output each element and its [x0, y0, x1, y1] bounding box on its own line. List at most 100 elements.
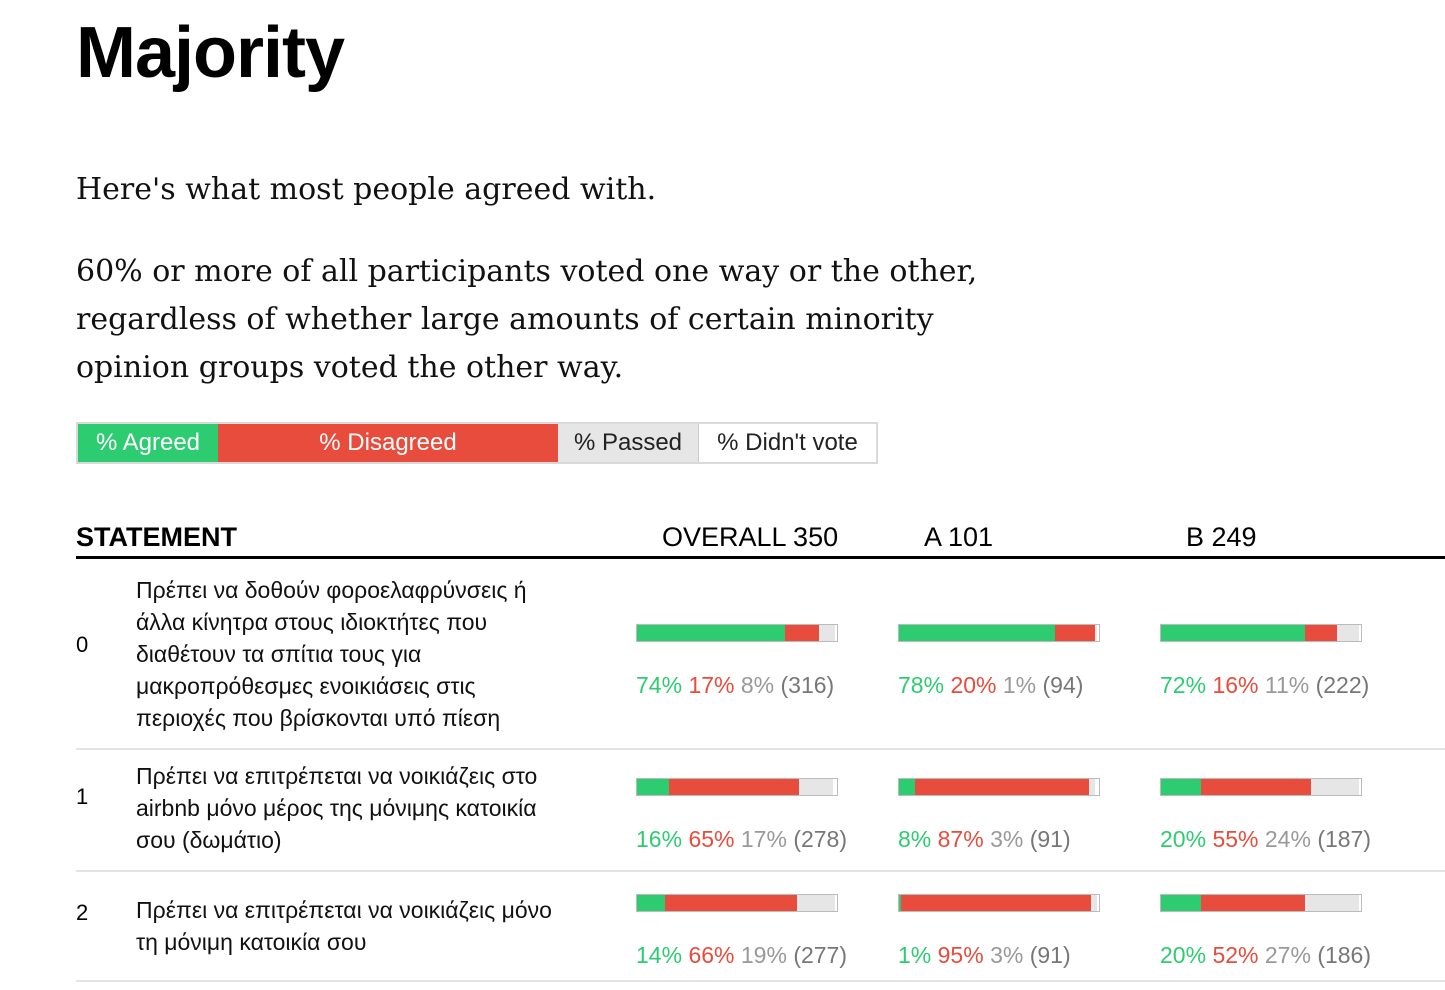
pass-percent: 17%	[740, 826, 787, 852]
pass-percent: 1%	[1002, 672, 1037, 698]
agree-percent: 72%	[1160, 672, 1207, 698]
pass-percent: 19%	[740, 942, 787, 968]
disagree-segment	[1305, 625, 1337, 641]
vote-bar	[636, 624, 838, 642]
vote-percentages: 14% 66% 19% (277)	[636, 942, 847, 969]
vote-bar	[898, 894, 1100, 912]
vote-cell-a: 1% 95% 3% (91)	[898, 894, 1100, 969]
disagree-segment	[915, 779, 1089, 795]
vote-bar	[1160, 778, 1362, 796]
agree-percent: 20%	[1160, 826, 1207, 852]
vote-percentages: 74% 17% 8% (316)	[636, 672, 838, 699]
pass-segment	[819, 625, 835, 641]
vote-count: (187)	[1317, 826, 1372, 852]
statement-index: 2	[76, 900, 89, 925]
vote-count: (278)	[793, 826, 848, 852]
legend-didnt-vote: % Didn't vote	[698, 424, 876, 462]
pass-percent: 8%	[740, 672, 775, 698]
vote-legend: % Agreed % Disagreed % Passed % Didn't v…	[76, 422, 878, 464]
vote-bar	[1160, 894, 1362, 912]
pass-segment	[1089, 779, 1095, 795]
disagree-segment	[665, 895, 797, 911]
legend-disagreed: % Disagreed	[218, 424, 558, 462]
disagree-percent: 17%	[688, 672, 735, 698]
agree-segment	[899, 895, 901, 911]
vote-percentages: 78% 20% 1% (94)	[898, 672, 1100, 699]
disagree-percent: 16%	[1212, 672, 1259, 698]
vote-bar	[898, 778, 1100, 796]
agree-segment	[899, 625, 1055, 641]
agree-percent: 1%	[898, 942, 932, 968]
disagree-percent: 87%	[937, 826, 984, 852]
vote-count: (222)	[1315, 672, 1370, 698]
disagree-segment	[785, 625, 819, 641]
agree-segment	[637, 625, 785, 641]
agree-segment	[1161, 625, 1305, 641]
agree-segment	[637, 779, 669, 795]
disagree-segment	[1201, 779, 1311, 795]
vote-count: (186)	[1317, 942, 1372, 968]
vote-count: (277)	[793, 942, 848, 968]
vote-percentages: 16% 65% 17% (278)	[636, 826, 847, 853]
vote-bar	[636, 894, 838, 912]
table-row: 1 Πρέπει να επιτρέπεται να νοικιάζεις στο…	[76, 750, 1445, 872]
disagree-percent: 65%	[688, 826, 735, 852]
column-header-group-b: B 249	[1186, 522, 1257, 552]
pass-segment	[1337, 625, 1359, 641]
statement-text: Πρέπει να επιτρέπεται να νοικιάζεις μόνο…	[136, 897, 552, 955]
column-header-statement: STATEMENT	[76, 522, 237, 552]
pass-segment	[1095, 625, 1097, 641]
pass-segment	[1091, 895, 1097, 911]
vote-count: (91)	[1029, 942, 1071, 968]
pass-percent: 3%	[990, 942, 1024, 968]
table-row: 0 Πρέπει να δοθούν φοροελαφρύνσεις ή άλλα…	[76, 562, 1445, 750]
header-divider	[76, 556, 1445, 559]
description-text: 60% or more of all participants voted on…	[76, 254, 978, 385]
vote-count: (91)	[1029, 826, 1071, 852]
agree-percent: 74%	[636, 672, 683, 698]
disagree-segment	[1055, 625, 1095, 641]
vote-cell-overall: 16% 65% 17% (278)	[636, 778, 847, 853]
vote-cell-overall: 14% 66% 19% (277)	[636, 894, 847, 969]
vote-cell-a: 8% 87% 3% (91)	[898, 778, 1100, 853]
disagree-percent: 95%	[937, 942, 984, 968]
table-row: 2 Πρέπει να επιτρέπεται να νοικιάζεις μόν…	[76, 872, 1445, 982]
agree-percent: 16%	[636, 826, 683, 852]
vote-cell-b: 20% 52% 27% (186)	[1160, 894, 1371, 969]
vote-percentages: 8% 87% 3% (91)	[898, 826, 1100, 853]
vote-bar	[636, 778, 838, 796]
column-header-overall: OVERALL 350	[662, 522, 839, 552]
agree-percent: 20%	[1160, 942, 1207, 968]
vote-count: (316)	[780, 672, 835, 698]
statement-index: 0	[76, 632, 89, 657]
vote-percentages: 72% 16% 11% (222)	[1160, 672, 1369, 699]
pass-percent: 3%	[990, 826, 1024, 852]
column-header-group-a: A 101	[924, 522, 994, 552]
page-title: Majority	[76, 13, 345, 93]
agree-percent: 14%	[636, 942, 683, 968]
disagree-segment	[1201, 895, 1305, 911]
pass-percent: 27%	[1264, 942, 1311, 968]
vote-percentages: 20% 55% 24% (187)	[1160, 826, 1371, 853]
disagree-segment	[669, 779, 799, 795]
pass-segment	[799, 779, 833, 795]
agree-segment	[1161, 895, 1201, 911]
agree-percent: 8%	[898, 826, 932, 852]
pass-percent: 11%	[1264, 672, 1310, 698]
agree-segment	[1161, 779, 1201, 795]
vote-percentages: 1% 95% 3% (91)	[898, 942, 1100, 969]
intro-text: Here's what most people agreed with.	[76, 172, 657, 207]
agree-segment	[637, 895, 665, 911]
vote-bar	[898, 624, 1100, 642]
statement-index: 1	[76, 784, 89, 809]
vote-cell-b: 72% 16% 11% (222)	[1160, 624, 1369, 699]
disagree-percent: 55%	[1212, 826, 1259, 852]
vote-cell-a: 78% 20% 1% (94)	[898, 624, 1100, 699]
vote-cell-overall: 74% 17% 8% (316)	[636, 624, 838, 699]
disagree-percent: 52%	[1212, 942, 1259, 968]
statement-text: Πρέπει να δοθούν φοροελαφρύνσεις ή άλλα …	[136, 577, 527, 731]
statement-text: Πρέπει να επιτρέπεται να νοικιάζεις στο …	[136, 763, 538, 853]
pass-percent: 24%	[1264, 826, 1311, 852]
legend-passed: % Passed	[558, 424, 698, 462]
pass-segment	[797, 895, 835, 911]
